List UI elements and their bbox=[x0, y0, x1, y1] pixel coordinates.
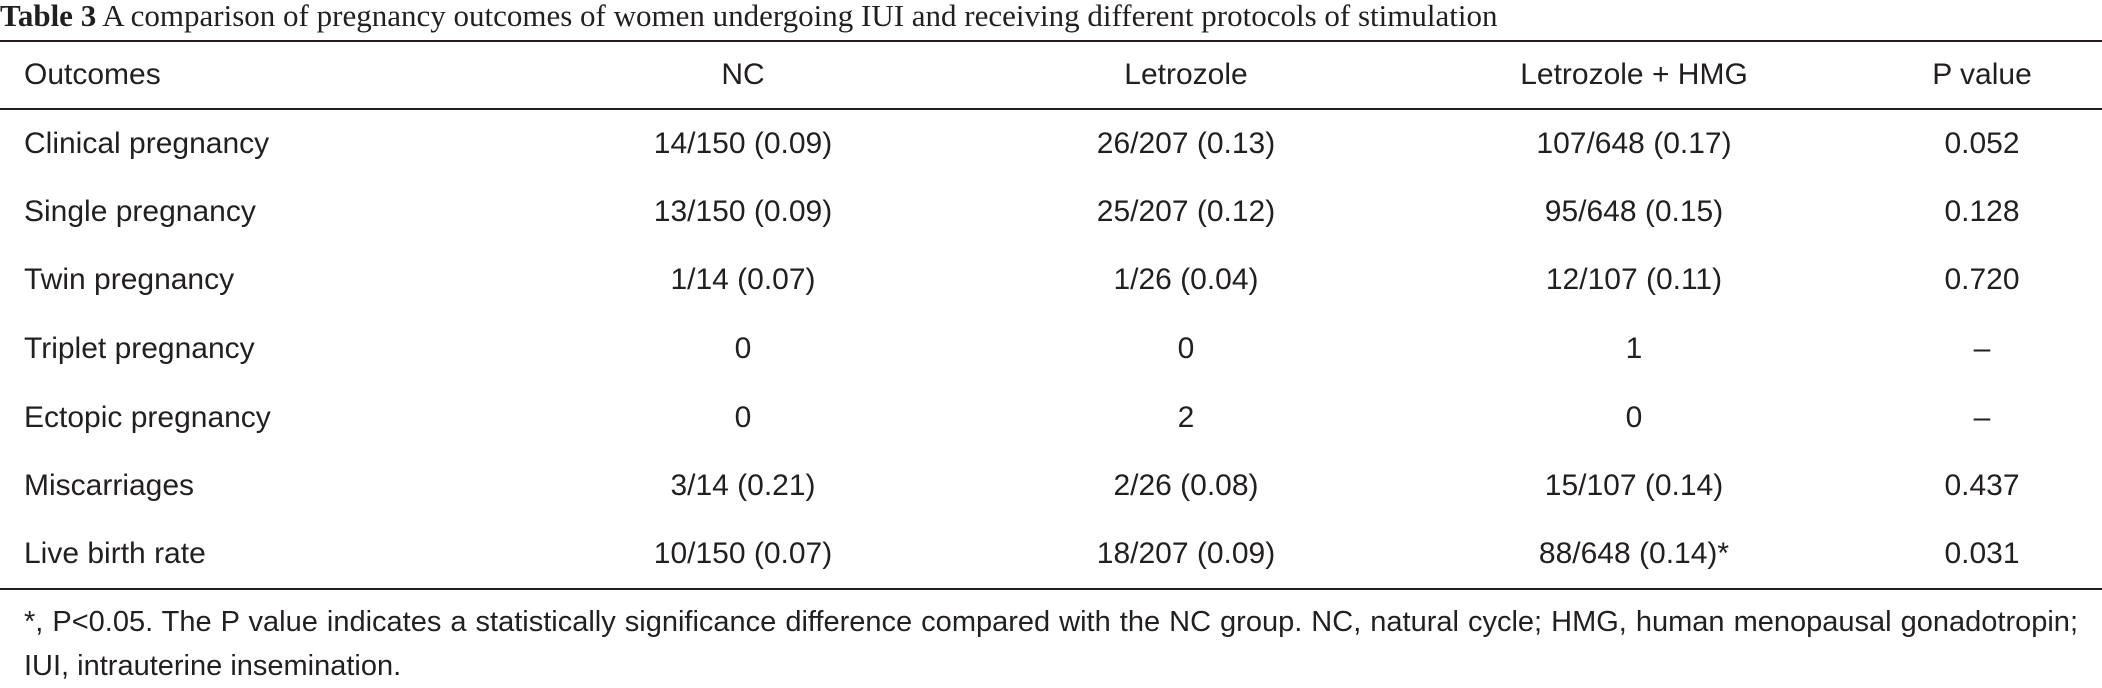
row-label: Live birth rate bbox=[24, 537, 206, 571]
row-label: Twin pregnancy bbox=[24, 263, 235, 297]
cell-nc: 3/14 (0.21) bbox=[670, 469, 816, 503]
cell-nc: 14/150 (0.09) bbox=[653, 126, 833, 160]
cell-nc: 1/14 (0.07) bbox=[670, 263, 816, 297]
table-row: Miscarriages 3/14 (0.21) 2/26 (0.08) 15/… bbox=[0, 452, 2102, 521]
cell-letrozole: 2 bbox=[1177, 400, 1195, 434]
table-row: Twin pregnancy 1/14 (0.07) 1/26 (0.04) 1… bbox=[0, 246, 2102, 315]
header-row: Outcomes NC Letrozole Letrozole + HMG P … bbox=[0, 41, 2102, 109]
cell-letrozole-hmg: 107/648 (0.17) bbox=[1536, 126, 1732, 160]
row-label: Triplet pregnancy bbox=[24, 332, 255, 366]
caption-text: A comparison of pregnancy outcomes of wo… bbox=[96, 0, 1498, 33]
table-row: Single pregnancy 13/150 (0.09) 25/207 (0… bbox=[0, 178, 2102, 247]
cell-nc: 13/150 (0.09) bbox=[653, 194, 833, 228]
cell-letrozole: 18/207 (0.09) bbox=[1096, 537, 1276, 571]
cell-letrozole-hmg: 12/107 (0.11) bbox=[1545, 263, 1723, 297]
cell-p-value: – bbox=[1973, 400, 1991, 434]
cell-letrozole: 0 bbox=[1177, 332, 1195, 366]
cell-letrozole: 26/207 (0.13) bbox=[1096, 126, 1276, 160]
outcomes-table-container: Outcomes NC Letrozole Letrozole + HMG P … bbox=[0, 40, 2102, 590]
cell-p-value: 0.720 bbox=[1944, 263, 2020, 297]
cell-letrozole: 2/26 (0.08) bbox=[1113, 469, 1259, 503]
table-label: Table 3 bbox=[0, 0, 97, 33]
cell-p-value: 0.031 bbox=[1944, 537, 2020, 571]
cell-letrozole-hmg: 88/648 (0.14)* bbox=[1538, 537, 1730, 571]
cell-letrozole-hmg: 0 bbox=[1625, 400, 1643, 434]
column-header-letrozole: Letrozole bbox=[1124, 58, 1248, 91]
table-row: Triplet pregnancy 0 0 1 – bbox=[0, 315, 2102, 384]
table-row: Ectopic pregnancy 0 2 0 – bbox=[0, 383, 2102, 452]
table-header: Outcomes NC Letrozole Letrozole + HMG P … bbox=[0, 41, 2102, 109]
cell-p-value: 0.052 bbox=[1944, 126, 2020, 160]
column-header-outcomes: Outcomes bbox=[24, 58, 161, 91]
table-caption: Table 3 A comparison of pregnancy outcom… bbox=[0, 0, 1497, 40]
column-header-p-value: P value bbox=[1932, 58, 2032, 91]
column-header-letrozole-hmg: Letrozole + HMG bbox=[1520, 58, 1748, 91]
table-footnote: *, P<0.05. The P value indicates a stati… bbox=[24, 606, 2078, 682]
cell-nc: 0 bbox=[734, 400, 752, 434]
row-label: Clinical pregnancy bbox=[24, 126, 270, 160]
row-label: Miscarriages bbox=[24, 469, 195, 503]
row-label: Single pregnancy bbox=[24, 194, 256, 228]
cell-p-value: – bbox=[1973, 332, 1991, 366]
cell-p-value: 0.128 bbox=[1944, 194, 2020, 228]
cell-nc: 0 bbox=[734, 332, 752, 366]
table-row: Live birth rate 10/150 (0.07) 18/207 (0.… bbox=[0, 521, 2102, 590]
cell-p-value: 0.437 bbox=[1944, 469, 2020, 503]
column-header-nc: NC bbox=[721, 58, 765, 91]
cell-letrozole-hmg: 1 bbox=[1625, 332, 1643, 366]
cell-nc: 10/150 (0.07) bbox=[653, 537, 833, 571]
cell-letrozole-hmg: 15/107 (0.14) bbox=[1544, 469, 1724, 503]
table-body: Clinical pregnancy 14/150 (0.09) 26/207 … bbox=[0, 109, 2102, 590]
cell-letrozole: 1/26 (0.04) bbox=[1113, 263, 1259, 297]
cell-letrozole-hmg: 95/648 (0.15) bbox=[1544, 194, 1724, 228]
cell-letrozole: 25/207 (0.12) bbox=[1096, 194, 1276, 228]
table-row: Clinical pregnancy 14/150 (0.09) 26/207 … bbox=[0, 109, 2102, 178]
pregnancy-outcomes-table: Outcomes NC Letrozole Letrozole + HMG P … bbox=[0, 40, 2102, 590]
row-label: Ectopic pregnancy bbox=[24, 400, 271, 434]
